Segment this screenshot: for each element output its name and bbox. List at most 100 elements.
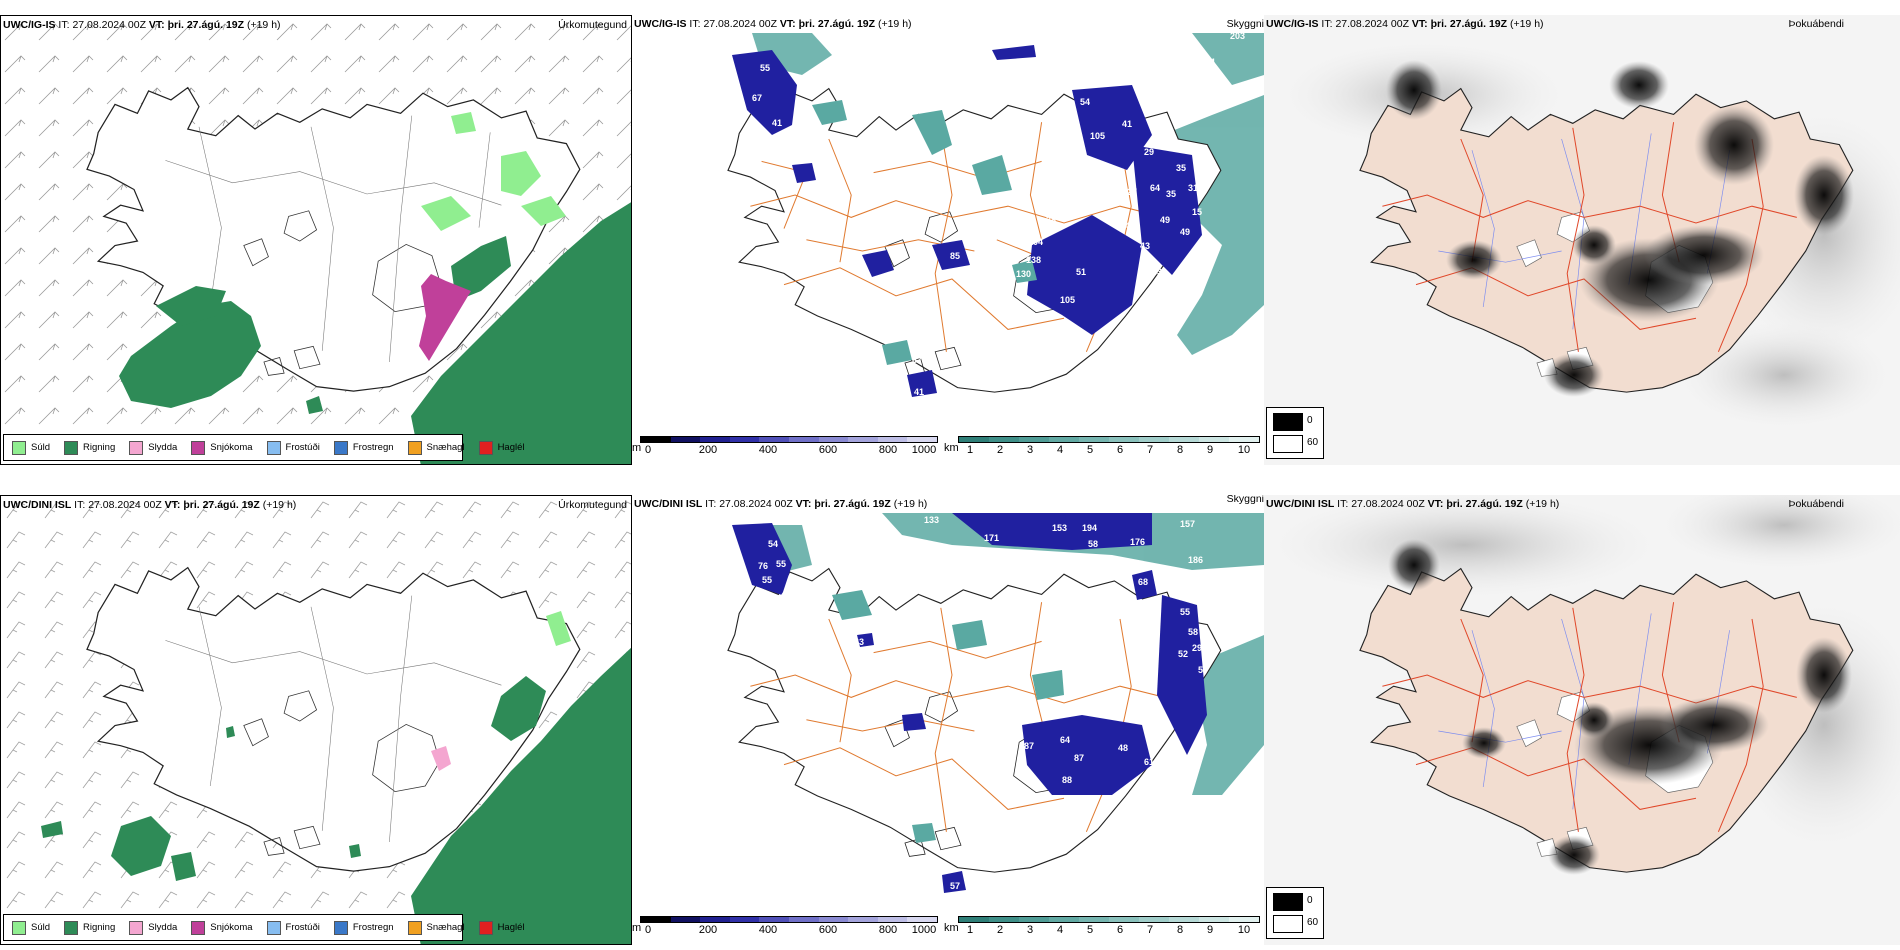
vis-number: 76 — [942, 727, 953, 737]
height-tick: 800 — [878, 444, 898, 456]
legend-item: Haglél — [478, 920, 525, 935]
vis-number: 57 — [850, 161, 861, 171]
vis-number: 58 — [1088, 539, 1099, 549]
distance-tick: 10 — [1237, 444, 1251, 456]
distance-tick: 5 — [1086, 444, 1094, 456]
fog-map-row1 — [1264, 15, 1900, 465]
vis-number: 57 — [950, 881, 961, 891]
drizzle-area-ne — [546, 611, 571, 646]
precip-map-row1 — [1, 16, 631, 464]
height-tick: 800 — [878, 924, 898, 936]
height-tick: 0 — [644, 924, 652, 936]
fog-swatch — [1273, 893, 1303, 911]
vis-number: 41 — [772, 118, 783, 128]
vis-number: 61 — [1144, 757, 1155, 767]
vis-number: 38 — [1046, 215, 1057, 225]
panel-visibility-row2: 133 171 153 194 58 176 157 186 54 76 55 … — [632, 495, 1264, 945]
distance-colorbar-row1: km 1 2 3 4 5 6 7 8 9 10 — [944, 436, 1260, 460]
vis-number: 153 — [1052, 523, 1068, 533]
distance-tick: 8 — [1176, 444, 1184, 456]
vis-number: 48 — [780, 591, 791, 601]
vis-number: 67 — [912, 355, 923, 365]
vis-number: 55 — [1180, 607, 1191, 617]
vis-number: 64 — [1150, 183, 1161, 193]
legend-item: Rigning — [64, 440, 115, 455]
vis-number: 55 — [762, 575, 773, 585]
rain-area-sea-se — [411, 647, 631, 944]
vis-number: 52 — [1178, 649, 1189, 659]
distance-tick: 9 — [1206, 924, 1214, 936]
height-unit: m — [632, 922, 642, 934]
legend-item: Frostúði — [266, 920, 320, 935]
vis-number: 29 — [1144, 147, 1155, 157]
vis-number: 203 — [1230, 31, 1246, 41]
vis-number: 48 — [1118, 743, 1129, 753]
vis-number: 171 — [984, 533, 1000, 543]
vis-number: 31 — [1188, 183, 1199, 193]
panel-name-visibility-row1: Skyggni — [1226, 18, 1264, 30]
height-colorbar-row2: m 0 200 400 600 800 1000 — [632, 916, 938, 940]
distance-tick: 4 — [1056, 444, 1064, 456]
vis-number: 105 — [1090, 131, 1106, 141]
panel-title-visibility-row1: UWC/IG-IS IT: 27.08.2024 00Z VT: þri. 27… — [634, 18, 912, 30]
rain-area-east — [451, 236, 511, 301]
vis-number: 71 — [1068, 805, 1079, 815]
rain-area-west — [156, 286, 226, 326]
panel-name-fog-row1: Þokuábendi — [1788, 18, 1844, 30]
vis-number: 440 — [1120, 221, 1136, 231]
height-tick: 600 — [818, 444, 838, 456]
distance-tick: 7 — [1146, 444, 1154, 456]
vis-number: 15 — [1192, 207, 1203, 217]
fog-legend-row2: 0 60 — [1266, 887, 1324, 939]
vis-number: 41 — [914, 387, 925, 397]
vis-number: 57 — [1198, 665, 1209, 675]
distance-tick: 7 — [1146, 924, 1154, 936]
vis-number: 67 — [752, 93, 763, 103]
fog-legend-label: 0 — [1307, 415, 1313, 426]
vis-number: 35 — [1176, 163, 1187, 173]
vis-number: 49 — [1160, 215, 1171, 225]
height-tick: 600 — [818, 924, 838, 936]
vis-number: 133 — [924, 515, 940, 525]
vis-number: 88 — [1062, 775, 1073, 785]
legend-item: Frostregn — [333, 440, 394, 455]
distance-tick: 6 — [1116, 444, 1124, 456]
vis-number: 35 — [1166, 189, 1177, 199]
vis-number: 105 — [1060, 295, 1076, 305]
precip-legend-row1: Súld Rigning Slydda Snjókoma Frostúði Fr… — [3, 434, 525, 461]
legend-item: Súld — [12, 920, 50, 935]
vis-number: 344 — [1200, 57, 1216, 67]
panel-name-precip-row1: Úrkomutegund — [558, 19, 627, 31]
vis-number: 87 — [1074, 753, 1085, 763]
vis-number: 76 — [758, 561, 769, 571]
vis-number: 20 — [904, 881, 915, 891]
fog-swatch — [1273, 915, 1303, 933]
distance-tick: 6 — [1116, 924, 1124, 936]
distance-tick: 2 — [996, 444, 1004, 456]
vis-number: 186 — [1188, 555, 1204, 565]
legend-item: Snjókoma — [191, 440, 253, 455]
vis-number: 176 — [1130, 537, 1146, 547]
distance-unit: km — [944, 922, 959, 934]
vis-number: 85 — [950, 251, 961, 261]
distance-tick: 10 — [1237, 924, 1251, 936]
vis-number: 63 — [854, 637, 865, 647]
vis-number: 41 — [1122, 119, 1133, 129]
fog-map-row2 — [1264, 495, 1900, 945]
panel-title-fog-row1: UWC/IG-IS IT: 27.08.2024 00Z VT: þri. 27… — [1266, 18, 1544, 30]
legend-item: Snæhagl — [407, 440, 465, 455]
vis-number: 693 — [816, 31, 832, 41]
height-tick: 1000 — [911, 924, 937, 936]
vis-number: 127 — [1122, 187, 1138, 197]
legend-item: Frostúði — [266, 440, 320, 455]
distance-tick: 3 — [1026, 924, 1034, 936]
snow-area — [419, 274, 471, 361]
panel-title-fog-row2: UWC/DINI ISL IT: 27.08.2024 00Z VT: þri.… — [1266, 498, 1560, 510]
height-tick: 0 — [644, 444, 652, 456]
panel-title-precip-row2: UWC/DINI ISL IT: 27.08.2024 00Z VT: þri.… — [3, 499, 297, 511]
legend-item: Súld — [12, 440, 50, 455]
distance-tick: 1 — [966, 924, 974, 936]
panel-name-visibility-row2: Skyggni — [1226, 495, 1264, 505]
vis-number: 54 — [768, 539, 779, 549]
vis-number: 1 — [906, 327, 912, 337]
